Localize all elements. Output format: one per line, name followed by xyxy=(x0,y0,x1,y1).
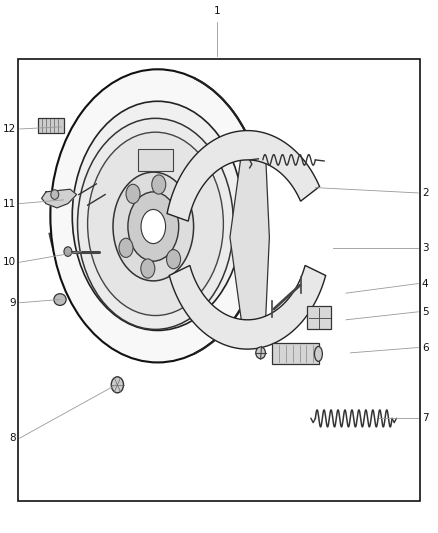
Ellipse shape xyxy=(113,172,194,281)
Polygon shape xyxy=(169,265,326,349)
Text: 7: 7 xyxy=(422,414,428,423)
Polygon shape xyxy=(230,141,269,333)
Ellipse shape xyxy=(51,190,59,199)
Ellipse shape xyxy=(256,347,265,359)
Ellipse shape xyxy=(141,259,155,278)
Text: 9: 9 xyxy=(10,298,16,308)
FancyBboxPatch shape xyxy=(38,118,64,133)
Ellipse shape xyxy=(173,196,187,215)
Ellipse shape xyxy=(111,377,124,393)
Text: 4: 4 xyxy=(422,279,428,288)
Text: 2: 2 xyxy=(422,188,428,198)
Text: 10: 10 xyxy=(3,257,16,267)
Polygon shape xyxy=(42,189,77,208)
Ellipse shape xyxy=(128,192,179,261)
Text: 11: 11 xyxy=(3,199,16,208)
Ellipse shape xyxy=(64,247,72,256)
Ellipse shape xyxy=(78,118,233,329)
Polygon shape xyxy=(167,131,320,221)
Ellipse shape xyxy=(141,209,166,244)
FancyBboxPatch shape xyxy=(272,343,319,364)
Ellipse shape xyxy=(166,249,180,269)
Text: 6: 6 xyxy=(422,343,428,352)
Ellipse shape xyxy=(54,294,66,305)
Ellipse shape xyxy=(50,69,265,362)
FancyBboxPatch shape xyxy=(307,306,331,329)
FancyBboxPatch shape xyxy=(138,149,173,171)
Ellipse shape xyxy=(314,346,322,361)
Text: 8: 8 xyxy=(10,433,16,443)
Text: 1: 1 xyxy=(213,6,220,16)
Text: 12: 12 xyxy=(3,124,16,134)
Ellipse shape xyxy=(72,101,243,330)
Bar xyxy=(18,59,420,501)
Ellipse shape xyxy=(119,238,133,257)
Text: 5: 5 xyxy=(422,307,428,317)
Ellipse shape xyxy=(152,175,166,194)
Text: 3: 3 xyxy=(422,243,428,253)
Ellipse shape xyxy=(88,132,223,316)
Ellipse shape xyxy=(126,184,140,204)
